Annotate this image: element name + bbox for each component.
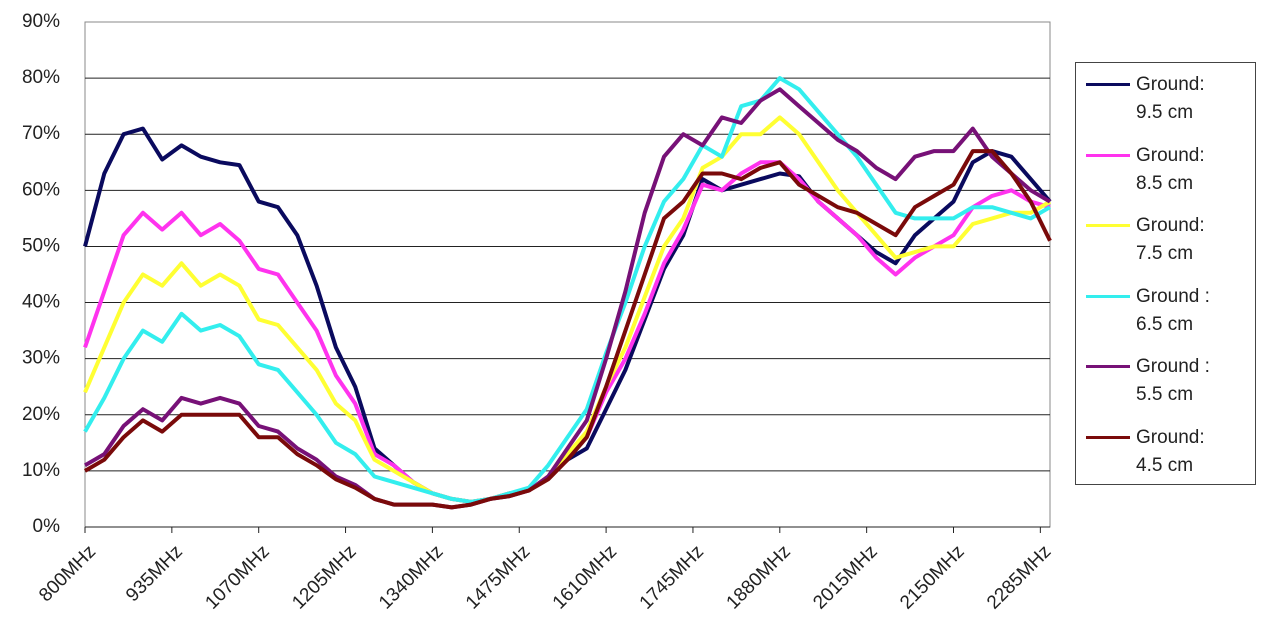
series-line (83, 115, 1052, 504)
series-line (83, 87, 1052, 510)
legend: Ground: 9.5 cm Ground: 8.5 cm Ground: 7.5 … (1075, 62, 1256, 485)
legend-item: Ground: 7.5 cm (1086, 212, 1249, 283)
series-line (83, 76, 1052, 504)
legend-item: Ground: 9.5 cm (1086, 71, 1249, 142)
x-tick-label: 800MHz (35, 541, 100, 606)
x-tick-label: 2015MHz (809, 541, 881, 613)
x-tick-label: 2285MHz (983, 541, 1055, 613)
x-tick-label: 1070MHz (201, 541, 273, 613)
y-tick-label: 50% (22, 235, 60, 256)
legend-label: Ground: 8.5 cm (1136, 144, 1205, 194)
legend-item: Ground: 4.5 cm (1086, 424, 1249, 495)
legend-item: Ground: 8.5 cm (1086, 142, 1249, 213)
x-tick-label: 1610MHz (549, 541, 621, 613)
x-tick-label: 935MHz (122, 541, 187, 606)
legend-label: Ground: 7.5 cm (1136, 215, 1205, 264)
x-tick-label: 2150MHz (896, 541, 968, 613)
y-tick-label: 60% (22, 179, 60, 200)
legend-label: Ground : 5.5 cm (1136, 356, 1210, 405)
y-tick-label: 90% (22, 11, 60, 32)
y-tick-label: 40% (22, 292, 60, 313)
y-tick-label: 10% (22, 460, 60, 481)
x-tick-label: 1475MHz (462, 541, 534, 613)
legend-label: Ground: 9.5 cm (1136, 74, 1205, 123)
y-tick-label: 0% (33, 516, 61, 537)
x-tick-label: 1205MHz (288, 541, 360, 613)
legend-swatch (1086, 153, 1130, 157)
legend-item: Ground : 6.5 cm (1086, 283, 1249, 354)
legend-swatch (1086, 224, 1130, 227)
y-tick-label: 70% (22, 123, 60, 144)
legend-item: Ground : 5.5 cm (1086, 353, 1249, 424)
x-tick-label: 1745MHz (636, 541, 708, 613)
legend-swatch (1086, 83, 1130, 86)
x-tick-label: 1880MHz (723, 541, 795, 613)
series-line (83, 149, 1052, 510)
y-tick-label: 20% (22, 404, 60, 425)
y-tick-label: 80% (22, 67, 60, 88)
legend-swatch (1086, 365, 1130, 368)
legend-label: Ground : 6.5 cm (1136, 285, 1210, 335)
legend-label: Ground: 4.5 cm (1136, 426, 1205, 476)
legend-swatch (1086, 294, 1130, 298)
legend-swatch (1086, 435, 1130, 439)
y-tick-label: 30% (22, 348, 60, 369)
x-tick-label: 1340MHz (375, 541, 447, 613)
